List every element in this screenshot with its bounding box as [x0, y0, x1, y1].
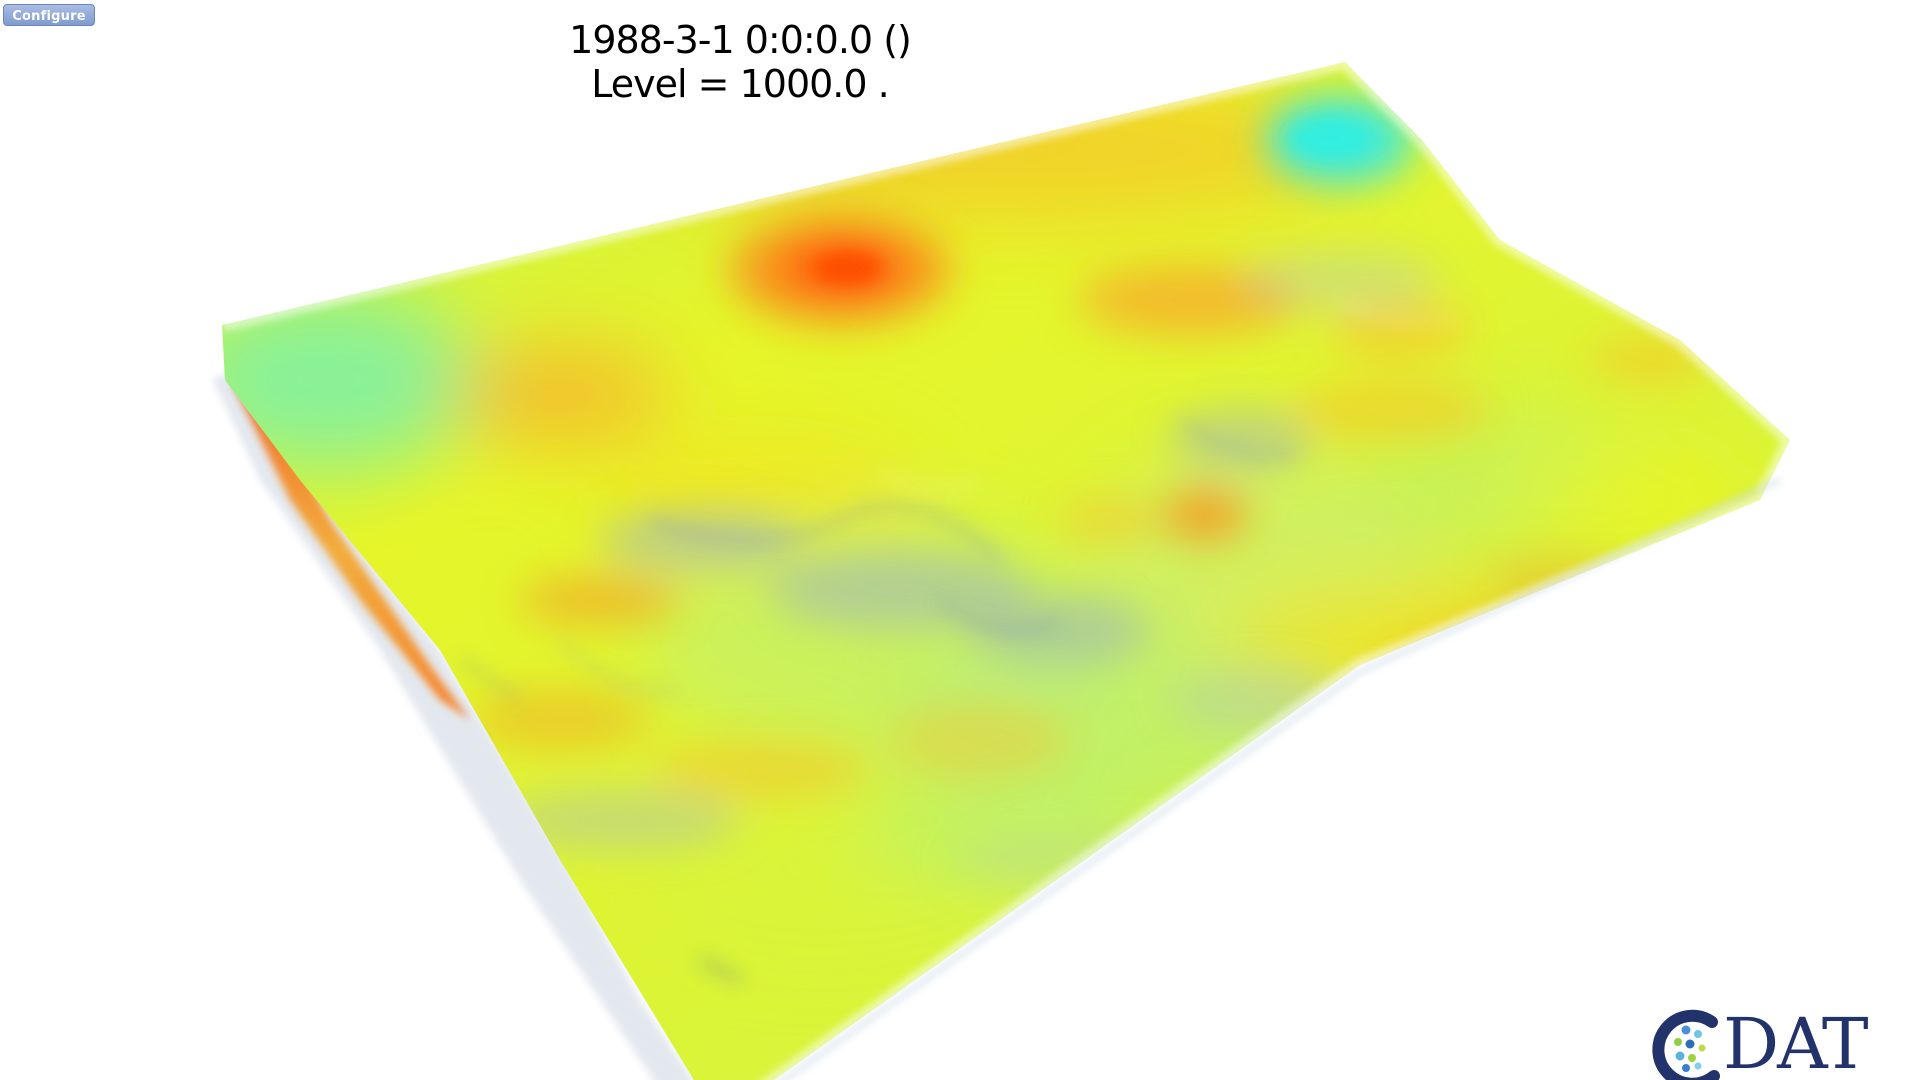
level-label: Level = 1000.0 .: [591, 62, 889, 106]
timestamp-label: 1988-3-1 0:0:0.0 (): [569, 18, 912, 62]
configure-button[interactable]: Configure: [3, 4, 95, 26]
cdat-logo-icon: [1652, 1009, 1720, 1080]
slab-bottom-haze: [778, 477, 1782, 1080]
cdat-logo: DAT: [1648, 1004, 1898, 1080]
plot-title: 1988-3-1 0:0:0.0 () Level = 1000.0 .: [540, 18, 940, 106]
cdat-logo-text: DAT: [1723, 1003, 1869, 1080]
